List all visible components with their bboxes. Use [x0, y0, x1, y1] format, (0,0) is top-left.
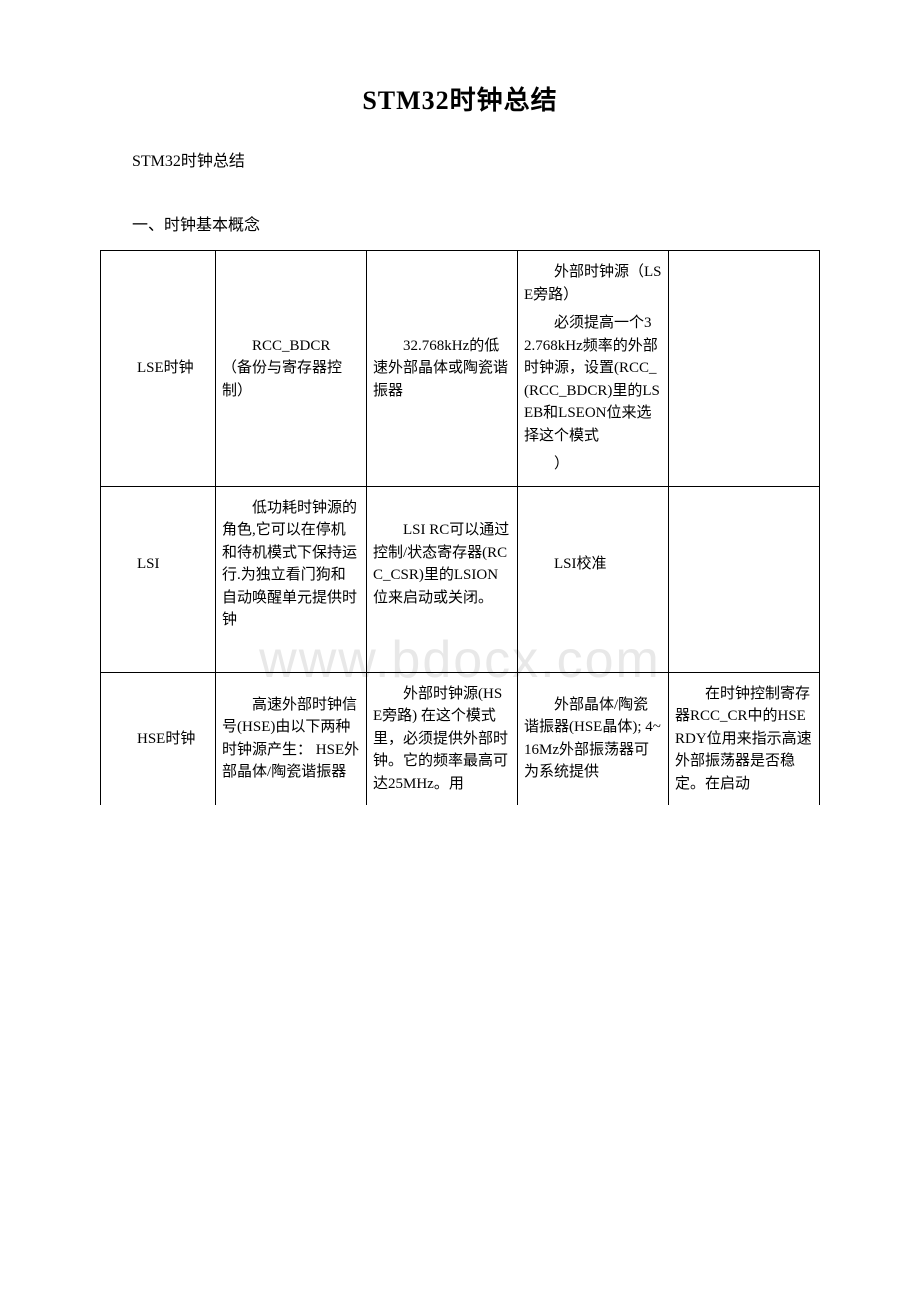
cell-text: HSE时钟: [107, 728, 209, 751]
table-cell: LSI RC可以通过控制/状态寄存器(RCC_CSR)里的LSION位来启动或关…: [367, 486, 518, 672]
table-cell: HSE时钟: [101, 672, 216, 805]
table-cell: 32.768kHz的低速外部晶体或陶瓷谐振器: [367, 251, 518, 487]
cell-paragraph: ）: [524, 453, 662, 476]
table-cell: [668, 486, 819, 672]
table-cell: 外部晶体/陶瓷谐振器(HSE晶体); 4~16Mz外部振荡器可为系统提供: [518, 672, 669, 805]
cell-paragraph: 必须提高一个32.768kHz频率的外部时钟源，设置(RCC_(RCC_BDCR…: [524, 312, 662, 447]
cell-text: 外部晶体/陶瓷谐振器(HSE晶体); 4~16Mz外部振荡器可为系统提供: [524, 694, 662, 784]
table-cell: 在时钟控制寄存器RCC_CR中的HSERDY位用来指示高速外部振荡器是否稳定。在…: [668, 672, 819, 805]
cell-text: LSI RC可以通过控制/状态寄存器(RCC_CSR)里的LSION位来启动或关…: [373, 519, 511, 609]
table-cell: LSI: [101, 486, 216, 672]
cell-text: 外部时钟源(HSE旁路) 在这个模式里，必须提供外部时钟。它的频率最高可达25M…: [373, 683, 511, 796]
table-row: LSI 低功耗时钟源的角色,它可以在停机和待机模式下保持运行.为独立看门狗和自动唤…: [101, 486, 820, 672]
cell-text: 低功耗时钟源的角色,它可以在停机和待机模式下保持运行.为独立看门狗和自动唤醒单元…: [222, 497, 360, 632]
cell-text: 在时钟控制寄存器RCC_CR中的HSERDY位用来指示高速外部振荡器是否稳定。在…: [675, 683, 813, 796]
table-row: HSE时钟高速外部时钟信号(HSE)由以下两种时钟源产生： HSE外部晶体/陶瓷…: [101, 672, 820, 805]
cell-text: 32.768kHz的低速外部晶体或陶瓷谐振器: [373, 335, 511, 403]
table-cell: RCC_BDCR（备份与寄存器控制）: [216, 251, 367, 487]
clock-concepts-table: LSE时钟 RCC_BDCR（备份与寄存器控制）32.768kHz的低速外部晶体或…: [100, 250, 820, 805]
cell-text: LSE时钟: [107, 357, 209, 380]
cell-text: LSI: [107, 553, 209, 576]
table-cell: 外部时钟源(HSE旁路) 在这个模式里，必须提供外部时钟。它的频率最高可达25M…: [367, 672, 518, 805]
document-title: STM32时钟总结: [100, 80, 820, 117]
table-cell: 低功耗时钟源的角色,它可以在停机和待机模式下保持运行.为独立看门狗和自动唤醒单元…: [216, 486, 367, 672]
table-cell: LSI校准: [518, 486, 669, 672]
cell-text: LSI校准: [524, 553, 662, 576]
cell-paragraph: 外部时钟源（LSE旁路）: [524, 261, 662, 306]
table-cell: [668, 251, 819, 487]
cell-text: RCC_BDCR（备份与寄存器控制）: [222, 335, 360, 403]
table-row: LSE时钟 RCC_BDCR（备份与寄存器控制）32.768kHz的低速外部晶体或…: [101, 251, 820, 487]
table-cell: LSE时钟: [101, 251, 216, 487]
table-cell: 高速外部时钟信号(HSE)由以下两种时钟源产生： HSE外部晶体/陶瓷谐振器: [216, 672, 367, 805]
document-subtitle: STM32时钟总结: [100, 147, 820, 171]
table-cell: 外部时钟源（LSE旁路） 必须提高一个32.768kHz频率的外部时钟源，设置(R…: [518, 251, 669, 487]
cell-text: 高速外部时钟信号(HSE)由以下两种时钟源产生： HSE外部晶体/陶瓷谐振器: [222, 694, 360, 784]
section-heading: 一、时钟基本概念: [100, 211, 820, 235]
